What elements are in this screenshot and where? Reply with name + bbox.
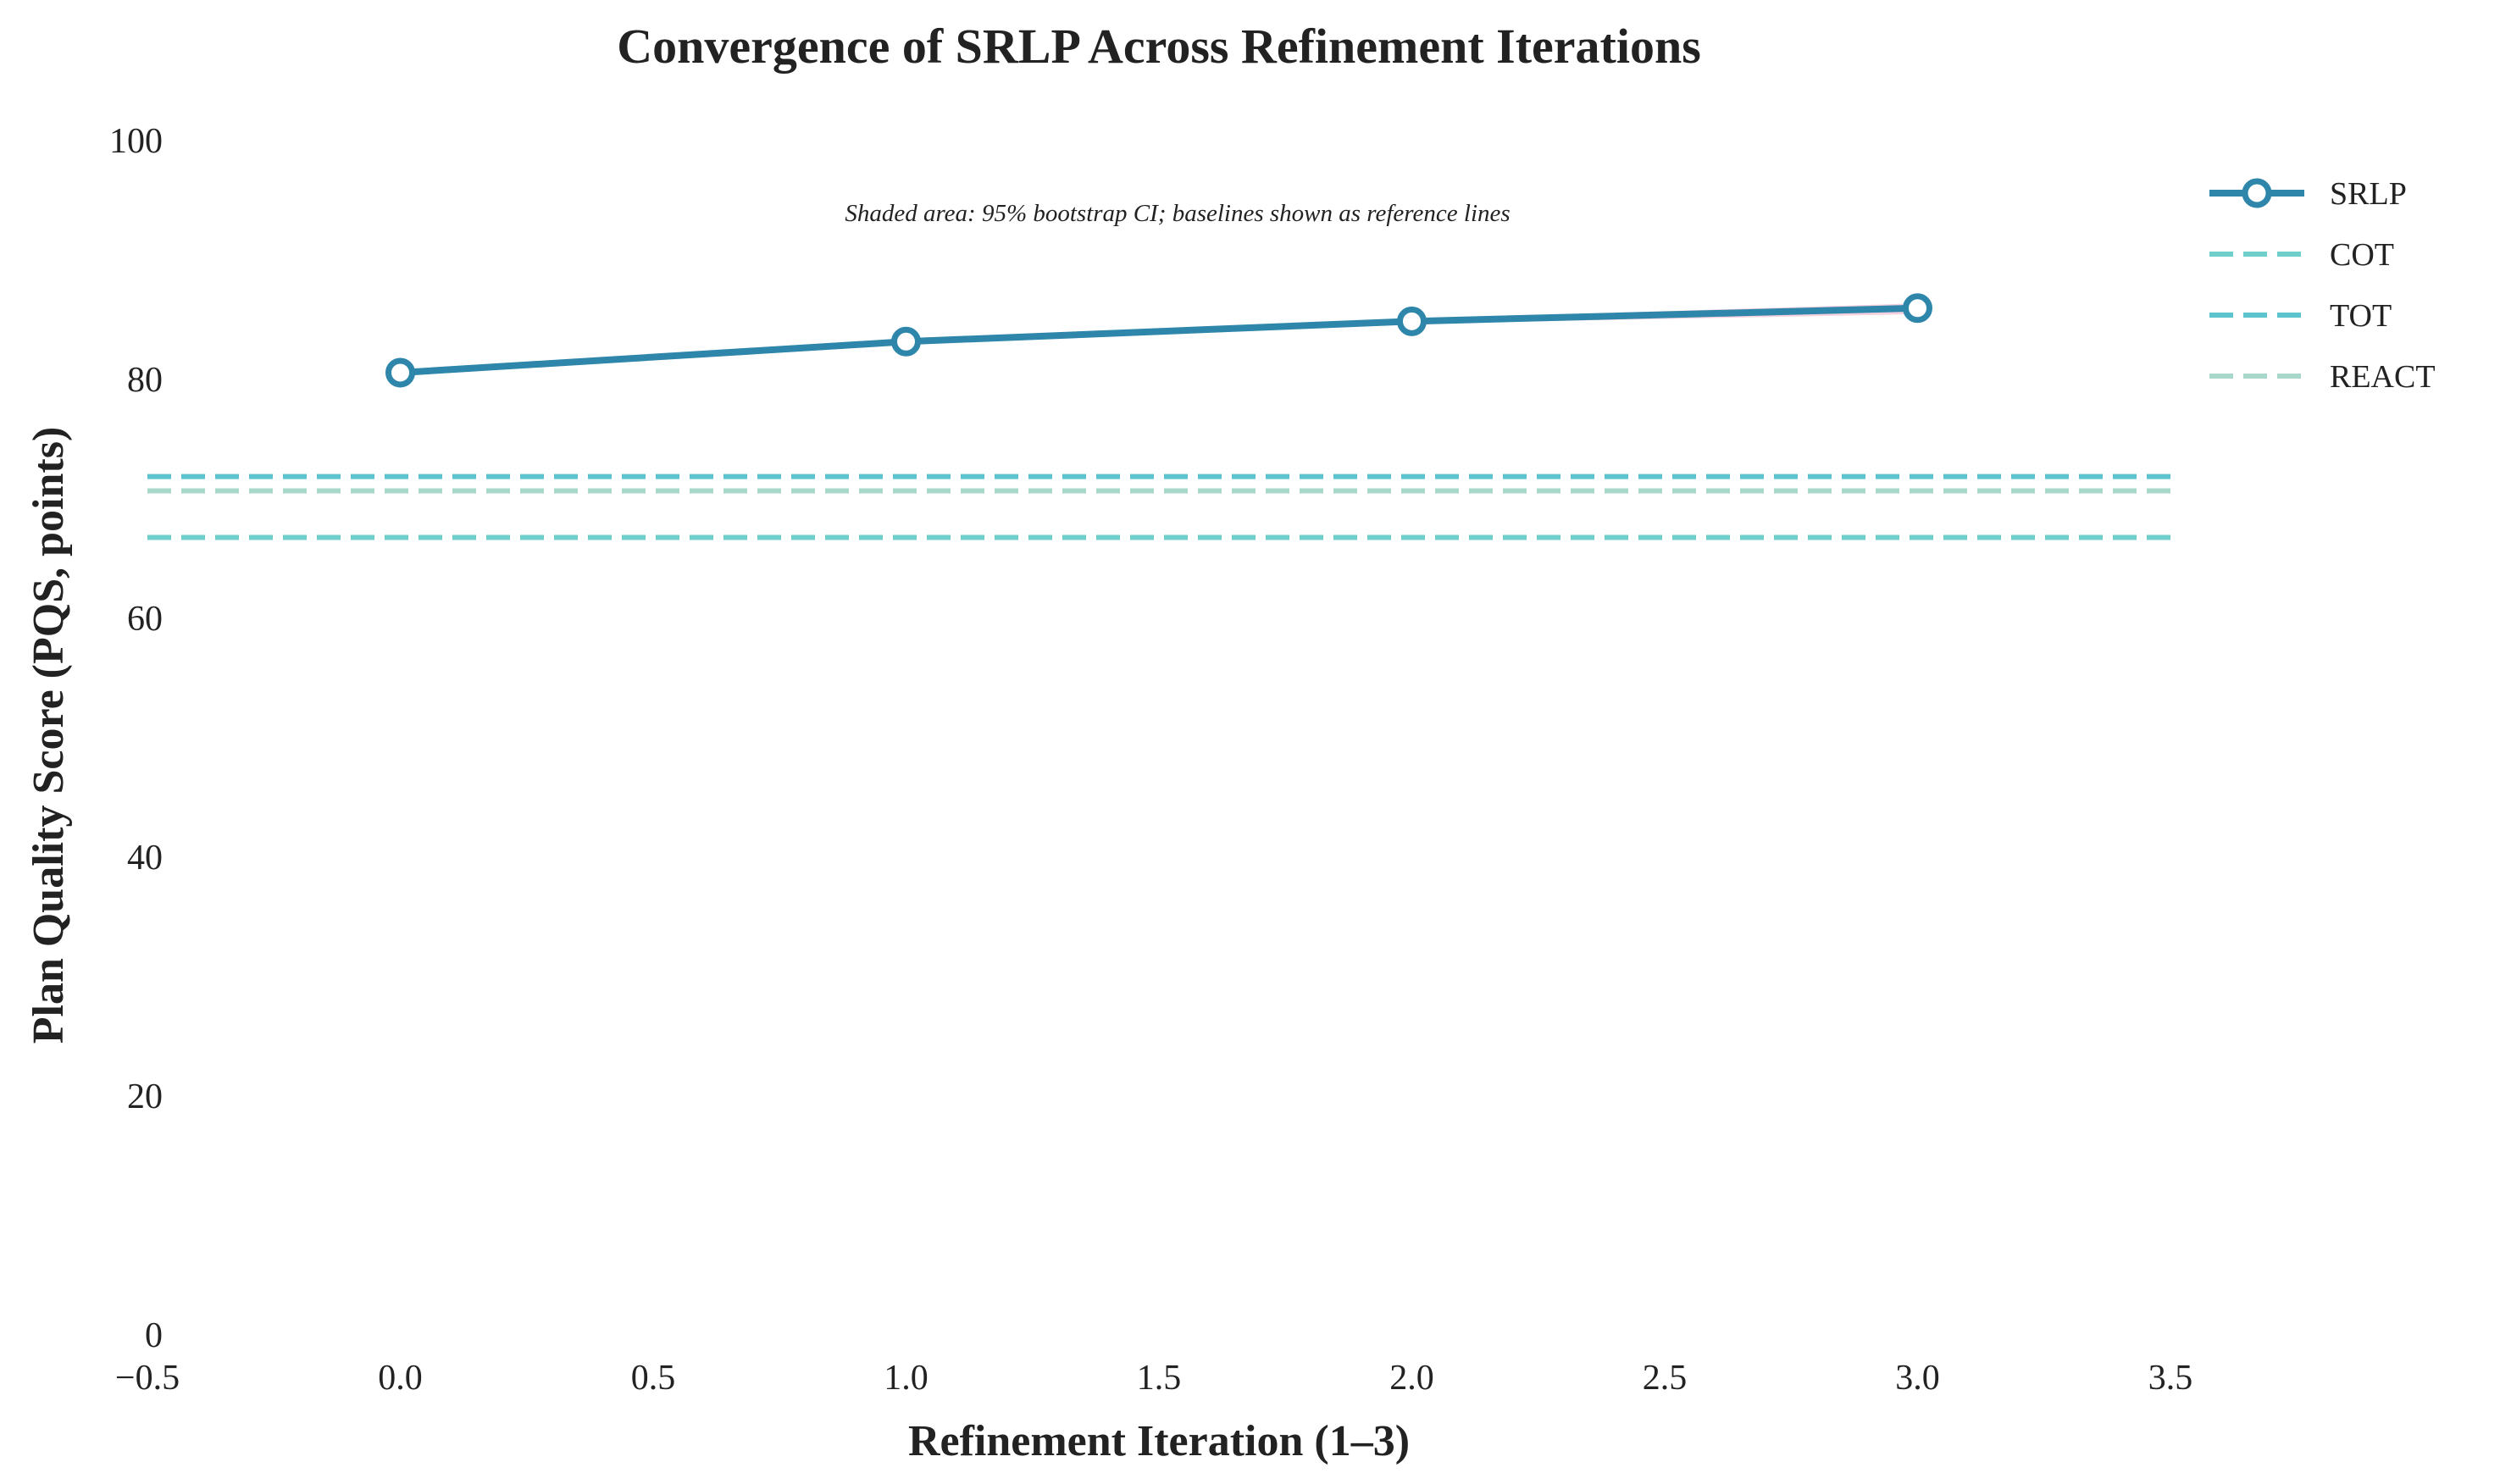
srlp-point (891, 326, 921, 357)
srlp-point (385, 357, 415, 388)
legend-label: COT (2330, 237, 2394, 273)
srlp-line (400, 304, 1918, 376)
y-tick-label: 40 (127, 839, 163, 878)
legend-marker (2242, 178, 2272, 208)
x-tick-label: 3.0 (1895, 1359, 1940, 1398)
legend: SRLP COT TOT REACT (2209, 176, 2436, 395)
y-tick-label: 20 (127, 1077, 163, 1116)
y-axis-ticks: 0 20 40 60 80 100 (109, 122, 163, 1355)
legend-item-react: REACT (2209, 359, 2436, 395)
chart-annotation: Shaded area: 95% bootstrap CI; baselines… (845, 200, 1510, 227)
y-tick-label: 0 (145, 1316, 163, 1355)
y-tick-label: 60 (127, 600, 163, 639)
legend-label: SRLP (2330, 176, 2407, 212)
x-tick-label: 2.0 (1389, 1359, 1434, 1398)
x-tick-label: 3.5 (2148, 1359, 2193, 1398)
x-tick-label: 1.5 (1137, 1359, 1182, 1398)
srlp-series (385, 293, 1932, 388)
x-tick-label: 0.0 (378, 1359, 423, 1398)
legend-item-srlp: SRLP (2209, 176, 2407, 212)
x-axis-ticks: −0.5 0.0 0.5 1.0 1.5 2.0 2.5 3.0 3.5 (115, 1359, 2192, 1398)
legend-item-cot: COT (2209, 237, 2394, 273)
srlp-point (1397, 306, 1427, 336)
y-axis-label: Plan Quality Score (PQS, points) (25, 427, 73, 1044)
srlp-point (1903, 293, 1932, 324)
baseline-lines (147, 473, 2170, 540)
legend-label: REACT (2330, 359, 2436, 395)
legend-item-tot: TOT (2209, 298, 2392, 334)
x-axis-label: Refinement Iteration (1–3) (908, 1417, 1410, 1465)
y-tick-label: 80 (127, 361, 163, 400)
x-tick-label: 2.5 (1643, 1359, 1688, 1398)
x-tick-label: −0.5 (115, 1359, 180, 1398)
y-tick-label: 100 (109, 122, 163, 161)
legend-label: TOT (2330, 298, 2392, 334)
x-tick-label: 0.5 (631, 1359, 676, 1398)
x-tick-label: 1.0 (884, 1359, 928, 1398)
chart-title: Convergence of SRLP Across Refinement It… (617, 19, 1701, 74)
